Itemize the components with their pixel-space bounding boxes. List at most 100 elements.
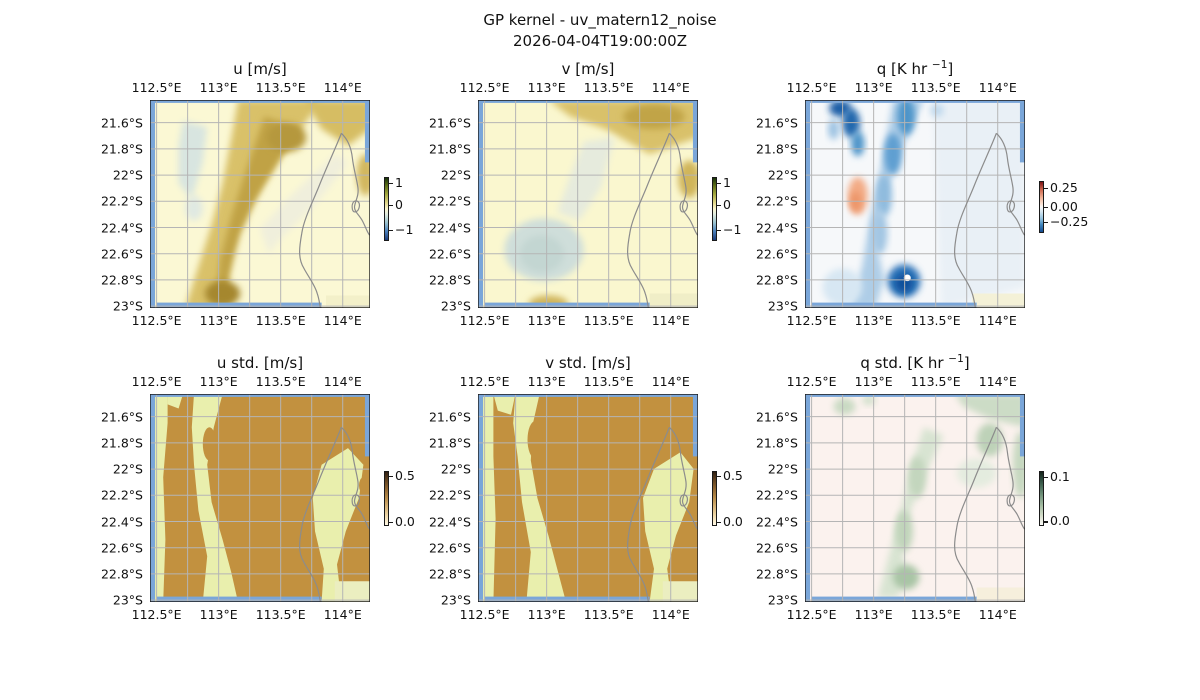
y-tick-label: 21.8°S — [755, 141, 798, 157]
y-tick-label: 22.2°S — [755, 487, 798, 503]
x-tick-label-bottom: 113°E — [854, 313, 893, 328]
x-tick-label-top: 112.5°E — [131, 80, 182, 95]
y-tick-label: 22°S — [112, 461, 143, 477]
y-tick-label: 22.4°S — [755, 514, 798, 529]
colorbar-tick-label: 1 — [723, 174, 731, 190]
coastline — [955, 133, 1025, 308]
colorbar-tick — [1044, 521, 1048, 523]
x-tick-label-bottom: 113°E — [199, 313, 238, 328]
x-tick-label-top: 113.5°E — [255, 374, 306, 389]
y-tick-label: 23°S — [440, 592, 471, 608]
y-tick-label: 21.6°S — [755, 409, 798, 425]
panel-title-text: q [K hr — [876, 60, 932, 78]
y-tick-label: 21.6°S — [100, 409, 143, 425]
x-tick-label-bottom: 112.5°E — [459, 313, 510, 328]
y-tick-label: 23°S — [112, 592, 143, 608]
y-tick-label: 21.6°S — [428, 409, 471, 425]
x-tick-label-top: 112.5°E — [786, 374, 837, 389]
panel-q: q [K hr −1] 0.25 0.00 −0.25 112.5°E 113°E 11… — [756, 59, 1088, 328]
sea-edge-strips — [805, 394, 1025, 602]
y-tick-label: 22.2°S — [100, 193, 143, 209]
colorbar-tick-label: −0.25 — [1050, 214, 1089, 230]
field-blobs — [504, 100, 698, 308]
x-tick-label-bottom: 112.5°E — [131, 607, 182, 622]
colorbar-tick — [1044, 222, 1048, 224]
x-tick-label-top: 113°E — [527, 80, 566, 95]
panel-title: u [m/s] — [110, 59, 410, 81]
colorbar-tick-label: 0.25 — [1050, 180, 1078, 196]
colorbar: 1 0 −1 — [384, 174, 456, 241]
x-tick-label-top: 113°E — [854, 80, 893, 95]
sea-edge-strips — [150, 100, 370, 308]
x-tick-label-bottom: 112.5°E — [131, 313, 182, 328]
colorbar-tick — [389, 204, 393, 207]
x-tick-label-top: 113.5°E — [910, 80, 961, 95]
colorbar-tick — [717, 229, 721, 231]
sea-edge-strips — [150, 394, 370, 602]
panel-q-std: q std. [K hr −1] 0.1 0.0 112.5°E 113°E 113.… — [756, 353, 1070, 622]
y-tick-label: 21.8°S — [100, 141, 143, 157]
x-tick-label-top: 112.5°E — [131, 374, 182, 389]
panel-title-superscript: −1 — [931, 59, 948, 71]
colorbar-tick — [1044, 207, 1048, 209]
map-v — [478, 100, 698, 308]
colorbar-tick — [717, 182, 721, 184]
colorbar: 0.25 0.00 −0.25 — [1039, 180, 1111, 233]
colorbar-tick — [717, 521, 721, 524]
map-u — [150, 100, 370, 308]
y-tick-label: 21.8°S — [428, 435, 471, 451]
sea-edge-strips — [805, 100, 1025, 308]
colorbar-bar — [712, 471, 717, 526]
y-tick-label: 22.6°S — [428, 540, 471, 556]
y-tick-label: 22.8°S — [755, 566, 798, 582]
y-tick-label: 22°S — [112, 167, 143, 183]
x-tick-label-bottom: 114°E — [978, 607, 1017, 622]
x-tick-label-bottom: 113.5°E — [583, 313, 634, 328]
x-tick-label-top: 112.5°E — [459, 80, 510, 95]
colorbar-tick-label: 0.0 — [395, 514, 415, 530]
x-tick-label-top: 113.5°E — [583, 80, 634, 95]
y-tick-label: 23°S — [767, 298, 798, 314]
field-blobs — [178, 100, 370, 308]
grid-lines — [150, 394, 370, 602]
colorbar-tick-label: 0 — [723, 197, 731, 213]
y-tick-label: 23°S — [767, 592, 798, 608]
y-tick-label: 22.2°S — [100, 487, 143, 503]
x-tick-label-top: 114°E — [323, 80, 362, 95]
x-tick-label-top: 114°E — [978, 80, 1017, 95]
x-tick-label-bottom: 113.5°E — [910, 607, 961, 622]
colorbar-tick — [717, 204, 721, 207]
map-q — [805, 100, 1025, 308]
y-tick-label: 21.6°S — [100, 115, 143, 131]
x-tick-label-top: 114°E — [651, 80, 690, 95]
x-tick-label-bottom: 113.5°E — [583, 607, 634, 622]
panel-title-text: v [m/s] — [561, 60, 615, 78]
x-tick-label-bottom: 113°E — [527, 607, 566, 622]
y-tick-label: 22.4°S — [428, 220, 471, 235]
x-tick-label-bottom: 113°E — [854, 607, 893, 622]
x-tick-label-top: 112.5°E — [786, 80, 837, 95]
sea-edge-strips — [478, 100, 698, 308]
colorbar: 0.5 0.0 — [384, 468, 456, 529]
y-tick-label: 21.8°S — [755, 435, 798, 451]
y-tick-label: 22.4°S — [100, 220, 143, 235]
y-tick-label: 22.6°S — [755, 540, 798, 556]
x-tick-label-top: 113.5°E — [255, 80, 306, 95]
y-tick-label: 22.2°S — [428, 487, 471, 503]
colorbar-tick — [389, 182, 393, 184]
x-tick-label-top: 114°E — [323, 374, 362, 389]
colorbar-tick-label: 0.0 — [1050, 513, 1070, 529]
x-tick-label-top: 113°E — [527, 374, 566, 389]
colorbar: 0.5 0.0 — [712, 468, 784, 529]
y-tick-label: 21.6°S — [428, 115, 471, 131]
colorbar-tick — [389, 229, 393, 231]
colorbar: 0.1 0.0 — [1039, 469, 1111, 529]
figure-timestamp: 2026-04-04T19:00:00Z — [513, 32, 687, 50]
sea-edge-strips — [478, 394, 698, 602]
panel-title: v std. [m/s] — [438, 353, 738, 375]
y-tick-label: 21.8°S — [100, 435, 143, 451]
coastline — [628, 427, 698, 602]
y-tick-label: 22°S — [767, 461, 798, 477]
panel-v: v [m/s] 1 0 −1 112.5°E 113°E 113.5°E 114°E 112… — [429, 60, 741, 328]
colorbar-tick-label: 1 — [395, 174, 403, 190]
